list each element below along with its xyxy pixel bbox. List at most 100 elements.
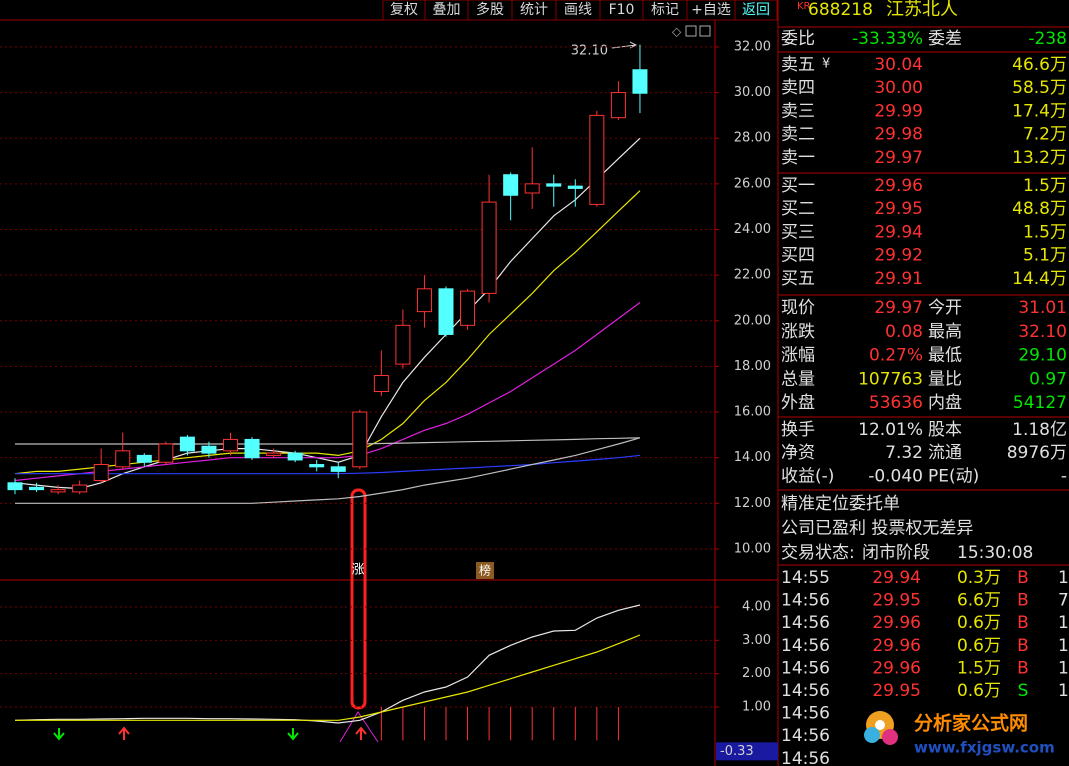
trade-cell: 0.6万 (957, 613, 1001, 633)
y-tick-label: 32.00 (734, 39, 771, 54)
stat-value: 54127 (1013, 393, 1067, 413)
candle-body (179, 436, 195, 452)
candle-body (416, 288, 432, 313)
stat-label: 外盘 (781, 393, 815, 413)
toolbar-label[interactable]: +自选 (691, 2, 731, 18)
trade-cell: 14:56 (781, 658, 830, 678)
stat-label: 涨跌 (781, 322, 815, 342)
fund-value: 8976万 (1007, 443, 1067, 463)
candle-body (589, 114, 605, 205)
book-price: 29.91 (874, 269, 923, 289)
candle-body (567, 185, 583, 189)
candle-body (330, 466, 346, 472)
candle-body (201, 445, 217, 454)
high-label: 32.10 (571, 44, 608, 59)
ratio-value: -33.33% (852, 29, 923, 49)
candle-body (158, 443, 174, 463)
book-volume: 17.4万 (1012, 101, 1067, 121)
candle-body (93, 464, 109, 482)
stat-label: 现价 (781, 298, 815, 318)
stat-label: 最高 (928, 322, 962, 342)
book-price: 29.99 (874, 101, 923, 121)
fund-value: 1.18亿 (1012, 420, 1067, 440)
trade-cell: B (1017, 591, 1029, 611)
icon[interactable] (699, 25, 711, 37)
book-price: 29.96 (874, 176, 923, 196)
fund-value: 12.01% (858, 420, 923, 440)
limit-tag: 涨 (351, 563, 364, 578)
stat-value: 0.97 (1029, 369, 1067, 389)
candle-body (524, 183, 540, 194)
rank-tag-bg (476, 562, 494, 579)
trade-cell: S (1018, 681, 1029, 701)
book-label: 买二 (781, 199, 815, 219)
book-price: 29.94 (874, 222, 923, 242)
ratio-value: -238 (1028, 29, 1067, 49)
toolbar-label[interactable]: 返回 (742, 2, 770, 18)
book-price: 29.95 (874, 199, 923, 219)
stat-value: 31.01 (1018, 298, 1067, 318)
toolbar-label[interactable]: 叠加 (433, 2, 461, 18)
current-value: -0.33 (720, 744, 754, 759)
ma-line (14, 137, 641, 490)
ask-icon: ¥ (822, 57, 830, 72)
trade-cell: 1.5万 (957, 658, 1001, 678)
logo (864, 711, 898, 745)
y-tick-label: 22.00 (734, 268, 771, 283)
y-tick-label: 24.00 (734, 222, 771, 237)
candle-body (460, 290, 476, 326)
toolbar-label[interactable]: F10 (609, 2, 635, 18)
book-volume: 58.5万 (1012, 78, 1067, 98)
candle-body (352, 411, 368, 468)
stat-value: 107763 (858, 369, 923, 389)
y-tick-label: 26.00 (734, 176, 771, 191)
icon[interactable]: ◇ (672, 25, 682, 39)
book-price: 29.97 (874, 148, 923, 168)
toolbar-button[interactable] (734, 0, 778, 21)
candle-body (223, 438, 238, 452)
sell-arrow (53, 728, 65, 741)
trade-cell: 14:56 (781, 591, 830, 611)
y-tick-label: 10.00 (734, 541, 771, 556)
candle-body (373, 375, 389, 393)
candle-body (503, 174, 519, 196)
trade-cell: 0.6万 (957, 636, 1001, 656)
icon[interactable] (685, 25, 697, 37)
stat-label: 涨幅 (781, 346, 815, 366)
ma-line (14, 302, 641, 482)
buy-arrow (355, 726, 367, 740)
toolbar-label[interactable]: 画线 (564, 2, 592, 18)
toolbar-label[interactable]: 标记 (651, 2, 679, 18)
book-volume: 7.2万 (1023, 125, 1067, 145)
fund-label: 流通 (928, 443, 962, 463)
stock-code: 688218 (808, 0, 873, 20)
book-price: 29.92 (874, 246, 923, 266)
fund-value: - (1061, 466, 1067, 486)
trade-cell: 1 (1058, 568, 1069, 588)
fund-label: 收益(-) (781, 466, 834, 486)
trade-cell: 14:56 (781, 749, 830, 766)
y-tick-label: 3.00 (742, 633, 771, 648)
fund-value: -0.040 (868, 466, 923, 486)
toolbar-label[interactable]: 多股 (476, 1, 504, 18)
book-label: 卖五 (781, 55, 815, 75)
candle-body (395, 324, 411, 365)
ma-line (15, 437, 641, 504)
trade-cell: B (1017, 613, 1029, 633)
book-label: 卖二 (781, 125, 815, 145)
y-tick-label: 14.00 (734, 450, 771, 465)
y-tick-label: 18.00 (734, 359, 771, 374)
book-volume: 5.1万 (1023, 246, 1067, 266)
trade-cell: 14:56 (781, 636, 830, 656)
stat-value: 32.10 (1018, 322, 1067, 342)
book-volume: 14.4万 (1012, 269, 1067, 289)
current-value-box (716, 742, 778, 761)
trade-cell: 29.94 (872, 568, 921, 588)
trade-cell: 29.96 (872, 613, 921, 633)
toolbar-label[interactable]: 统计 (520, 2, 548, 18)
candle-body (438, 288, 454, 335)
toolbar-label[interactable]: 复权 (390, 1, 418, 18)
stat-label: 内盘 (928, 393, 962, 413)
buy-arrow (118, 726, 130, 740)
